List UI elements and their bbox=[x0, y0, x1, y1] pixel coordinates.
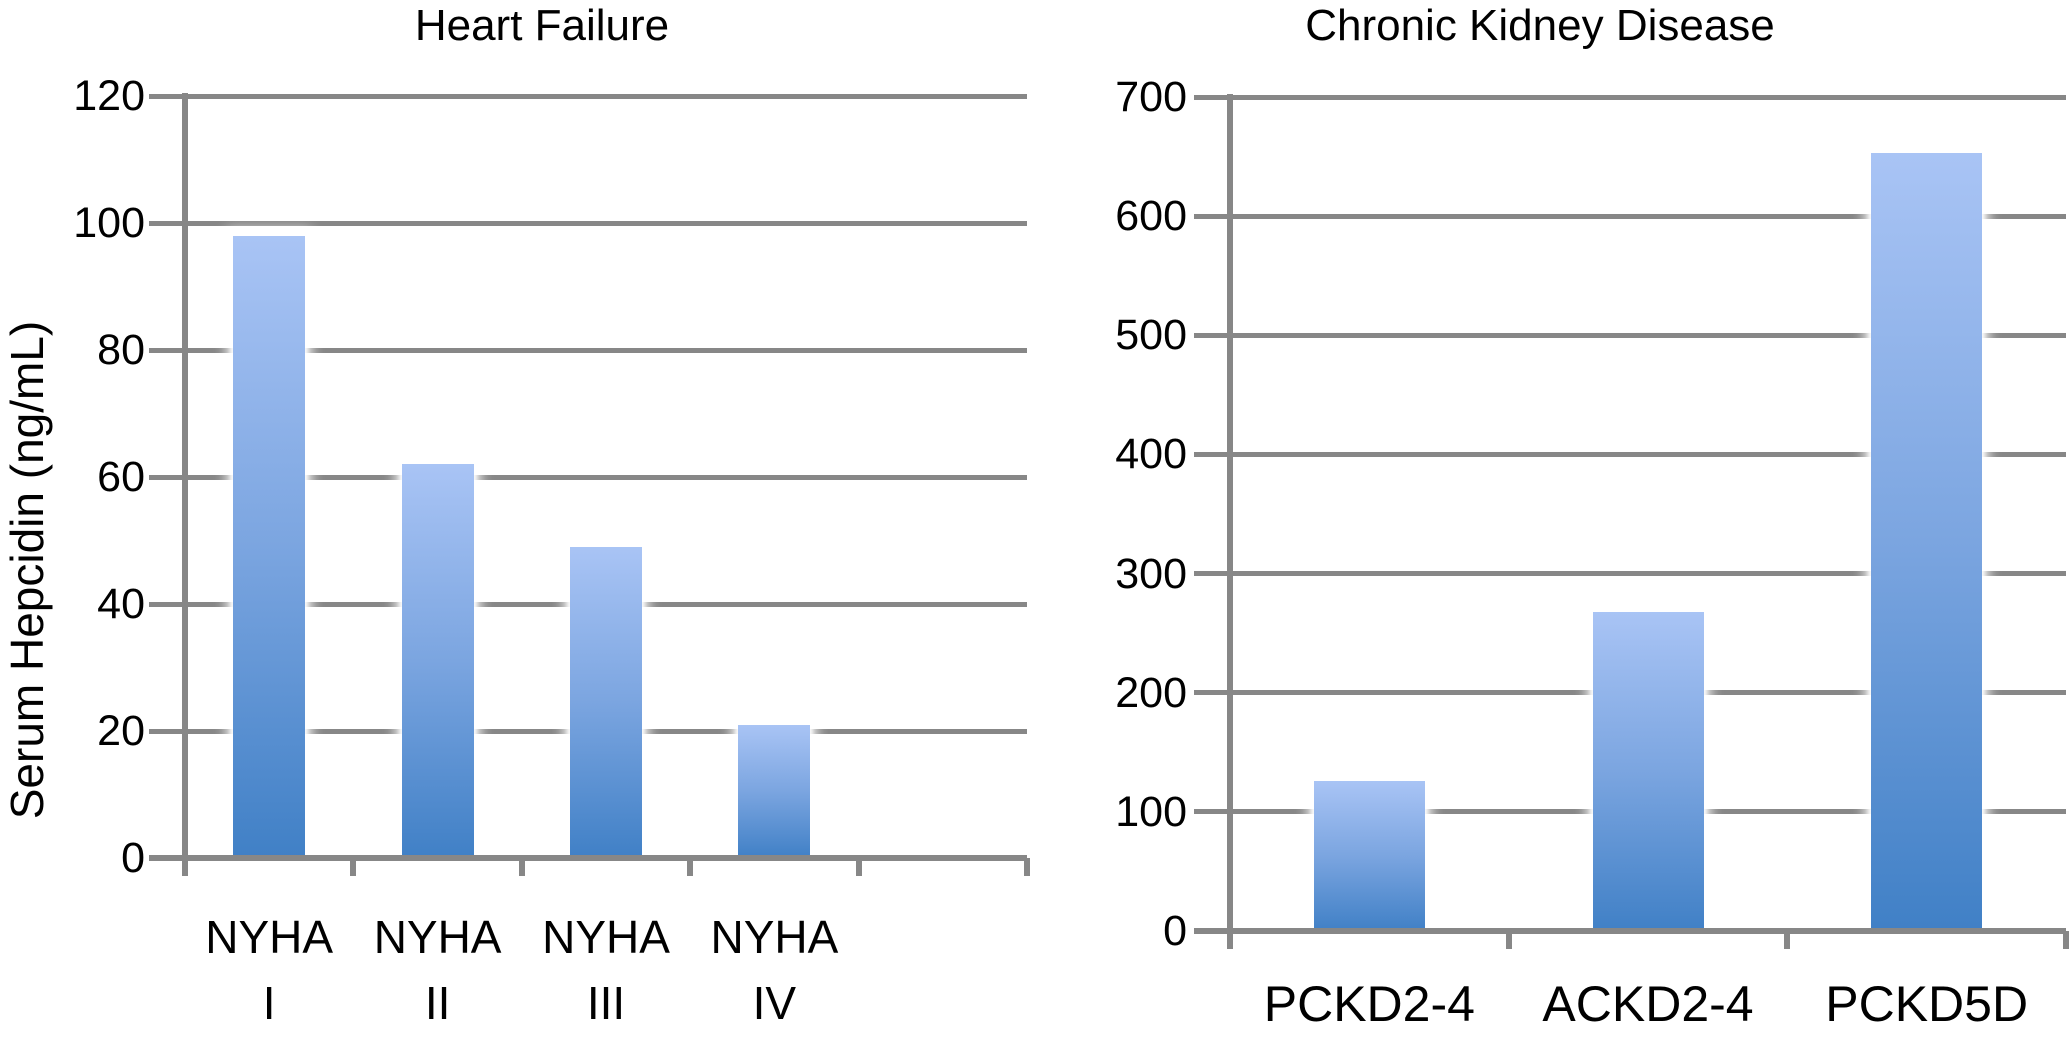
gridline bbox=[185, 220, 1027, 226]
x-category-label: PCKD2-4 bbox=[1263, 976, 1475, 1032]
gridline bbox=[185, 347, 1027, 353]
bar-pckd5d bbox=[1871, 152, 1983, 931]
y-tick-label: 700 bbox=[1115, 73, 1187, 121]
x-tick bbox=[1227, 931, 1233, 949]
y-tick bbox=[149, 728, 185, 734]
y-tick bbox=[149, 601, 185, 607]
chart-title: Heart Failure bbox=[414, 1, 670, 50]
y-tick-label: 60 bbox=[97, 453, 145, 501]
gridline bbox=[1230, 332, 2066, 338]
y-tick bbox=[149, 347, 185, 353]
gridline bbox=[1230, 94, 2066, 100]
y-tick-label: 120 bbox=[73, 72, 145, 120]
y-tick-label: 80 bbox=[97, 326, 145, 374]
y-axis bbox=[182, 93, 188, 876]
bar-ackd2-4 bbox=[1592, 611, 1704, 931]
x-tick bbox=[1784, 931, 1791, 949]
x-tick bbox=[182, 858, 188, 876]
x-category-label: I bbox=[262, 977, 276, 1029]
y-tick-label: 200 bbox=[1115, 668, 1187, 717]
y-tick bbox=[1194, 571, 1230, 577]
y-tick-label: 20 bbox=[97, 707, 145, 755]
x-tick bbox=[855, 858, 862, 876]
x-category-label: NYHA bbox=[542, 911, 670, 963]
bar-nyha-iii bbox=[570, 546, 642, 858]
y-tick bbox=[149, 474, 185, 480]
y-tick bbox=[149, 220, 185, 226]
gridline bbox=[185, 474, 1027, 480]
x-tick bbox=[2063, 931, 2069, 949]
bar-pckd2-4 bbox=[1313, 780, 1425, 931]
x-category-label: III bbox=[586, 977, 626, 1029]
y-tick bbox=[1194, 94, 1230, 100]
x-tick bbox=[518, 858, 525, 876]
bar-nyha-i bbox=[233, 235, 306, 858]
gridline bbox=[1230, 213, 2066, 219]
y-tick-label: 400 bbox=[1115, 430, 1187, 479]
x-category-label: ACKD2-4 bbox=[1542, 976, 1754, 1032]
x-category-label: NYHA bbox=[373, 911, 502, 963]
x-category-label: PCKD5D bbox=[1825, 976, 2029, 1032]
gridline bbox=[1230, 451, 2066, 457]
y-tick-label: 40 bbox=[97, 580, 145, 628]
y-tick-label: 600 bbox=[1115, 192, 1187, 241]
x-category-label: II bbox=[424, 977, 451, 1029]
gridline bbox=[185, 93, 1027, 99]
x-tick bbox=[687, 858, 694, 876]
bar-nyha-ii bbox=[401, 464, 474, 858]
x-tick bbox=[1505, 931, 1512, 949]
x-category-label: IV bbox=[752, 977, 797, 1029]
gridline bbox=[1230, 571, 2066, 577]
chart-title: Chronic Kidney Disease bbox=[1305, 1, 1775, 50]
y-tick bbox=[1194, 213, 1230, 219]
y-tick bbox=[1194, 332, 1230, 338]
x-axis bbox=[149, 855, 1027, 861]
x-axis bbox=[1194, 928, 2066, 934]
y-tick-label: 0 bbox=[1163, 907, 1187, 955]
x-category-label: NYHA bbox=[710, 911, 839, 963]
x-category-label: NYHA bbox=[205, 911, 334, 963]
y-tick bbox=[1194, 451, 1230, 457]
bar-nyha-iv bbox=[738, 724, 811, 858]
y-tick bbox=[1194, 690, 1230, 696]
y-tick bbox=[149, 93, 185, 99]
y-tick-label: 100 bbox=[73, 199, 145, 247]
y-tick bbox=[1194, 809, 1230, 815]
y-tick-label: 0 bbox=[121, 834, 145, 882]
x-tick bbox=[1024, 858, 1030, 876]
y-tick-label: 500 bbox=[1115, 311, 1187, 360]
y-tick-label: 100 bbox=[1115, 787, 1187, 836]
y-tick-label: 300 bbox=[1115, 549, 1187, 598]
x-tick bbox=[350, 858, 357, 876]
y-axis bbox=[1227, 94, 1233, 949]
